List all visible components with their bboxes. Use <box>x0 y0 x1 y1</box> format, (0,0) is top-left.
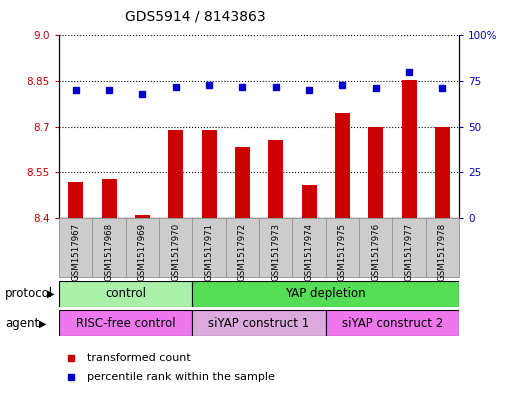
Text: protocol: protocol <box>5 287 53 301</box>
Text: GSM1517970: GSM1517970 <box>171 223 180 281</box>
Bar <box>102 178 116 218</box>
Text: GSM1517972: GSM1517972 <box>238 223 247 281</box>
Bar <box>226 218 259 277</box>
Bar <box>59 218 92 277</box>
Bar <box>426 218 459 277</box>
Bar <box>192 218 226 277</box>
Text: GSM1517973: GSM1517973 <box>271 223 280 281</box>
Text: ▶: ▶ <box>38 318 46 329</box>
Text: RISC-free control: RISC-free control <box>76 317 175 330</box>
Bar <box>392 218 426 277</box>
Text: GSM1517971: GSM1517971 <box>205 223 213 281</box>
Bar <box>68 182 83 218</box>
Bar <box>202 130 216 218</box>
Text: GSM1517977: GSM1517977 <box>405 223 413 281</box>
Text: GSM1517975: GSM1517975 <box>338 223 347 281</box>
Text: siYAP construct 2: siYAP construct 2 <box>342 317 443 330</box>
Bar <box>126 218 159 277</box>
Bar <box>326 218 359 277</box>
Bar <box>435 127 450 218</box>
Bar <box>268 140 283 218</box>
Text: percentile rank within the sample: percentile rank within the sample <box>87 372 275 382</box>
Text: GSM1517978: GSM1517978 <box>438 223 447 281</box>
Text: GSM1517976: GSM1517976 <box>371 223 380 281</box>
Text: GSM1517967: GSM1517967 <box>71 223 80 281</box>
Bar <box>159 218 192 277</box>
Bar <box>335 113 350 218</box>
Bar <box>192 310 326 336</box>
Text: control: control <box>105 287 146 300</box>
Text: GDS5914 / 8143863: GDS5914 / 8143863 <box>125 10 265 24</box>
Text: agent: agent <box>5 317 40 330</box>
Bar <box>302 185 317 218</box>
Bar <box>359 218 392 277</box>
Bar <box>326 310 459 336</box>
Bar <box>168 130 183 218</box>
Bar <box>59 310 192 336</box>
Text: GSM1517968: GSM1517968 <box>105 223 113 281</box>
Text: GSM1517974: GSM1517974 <box>305 223 313 281</box>
Bar <box>292 218 326 277</box>
Bar <box>368 127 383 218</box>
Text: GSM1517969: GSM1517969 <box>138 223 147 281</box>
Bar <box>402 79 417 218</box>
Text: ▶: ▶ <box>47 289 55 299</box>
Bar <box>59 281 192 307</box>
Bar <box>235 147 250 218</box>
Bar <box>259 218 292 277</box>
Bar <box>135 215 150 218</box>
Text: YAP depletion: YAP depletion <box>285 287 366 300</box>
Bar <box>192 281 459 307</box>
Text: transformed count: transformed count <box>87 353 191 363</box>
Bar <box>92 218 126 277</box>
Text: siYAP construct 1: siYAP construct 1 <box>208 317 310 330</box>
